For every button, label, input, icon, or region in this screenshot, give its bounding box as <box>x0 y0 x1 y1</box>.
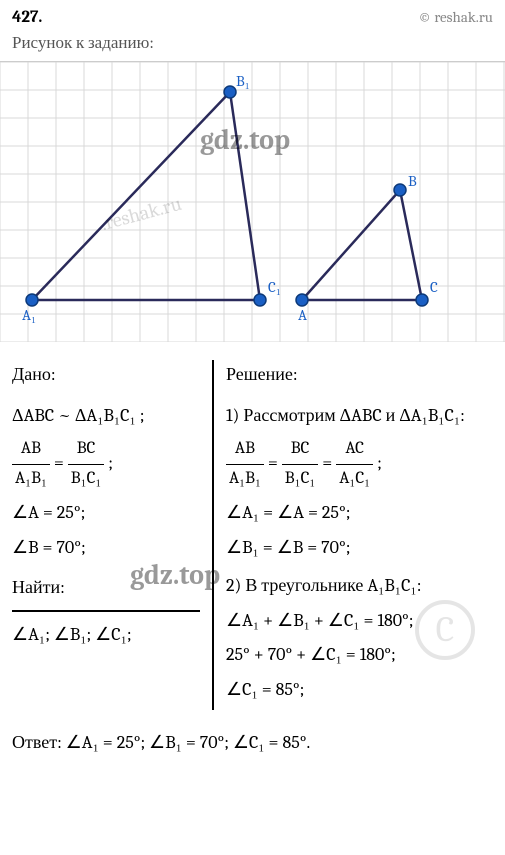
solution-header: Решение: <box>226 360 493 391</box>
given-header: Дано: <box>12 360 200 391</box>
given-line: ∠B = 70°; <box>12 533 200 564</box>
given-line: ∠A = 25°; <box>12 498 200 529</box>
svg-text:A: A <box>298 306 307 324</box>
triangle-diagram: A₁ B₁ C₁ A B C <box>0 62 505 342</box>
svg-text:C₁: C₁ <box>268 278 281 296</box>
subtitle: Рисунок к заданию: <box>0 31 505 62</box>
watermark-circle-c: C <box>415 600 475 660</box>
solution-line: 2) В треугольнике A₁B₁C₁: <box>226 571 493 602</box>
diagram-area: A₁B₁C₁ABC gdz.top .reshak.ru <box>0 62 505 342</box>
svg-text:C: C <box>430 278 438 296</box>
solution-line: ∠B₁ = ∠B = 70°; <box>226 533 493 564</box>
svg-text:B₁: B₁ <box>236 72 250 90</box>
answer-line: Ответ: ∠A₁ = 25°; ∠B₁ = 70°; ∠C₁ = 85°. <box>0 720 505 765</box>
solution-fraction: ABA₁B₁ = BCB₁C₁ = ACA₁C₁ ; <box>226 435 493 494</box>
given-fraction: ABA₁B₁ = BCB₁C₁ ; <box>12 435 200 494</box>
solution-block: Дано: ΔABC ~ ΔA₁B₁C₁ ; ABA₁B₁ = BCB₁C₁ ;… <box>0 342 505 720</box>
solution-line: ∠C₁ = 85°; <box>226 675 493 706</box>
given-column: Дано: ΔABC ~ ΔA₁B₁C₁ ; ABA₁B₁ = BCB₁C₁ ;… <box>12 360 212 710</box>
solution-line: ∠A₁ = ∠A = 25°; <box>226 498 493 529</box>
find-line: ∠A₁; ∠B₁; ∠C₁; <box>12 620 200 651</box>
svg-text:A₁: A₁ <box>22 306 36 324</box>
solution-line: 1) Рассмотрим ΔABC и ΔA₁B₁C₁: <box>226 401 493 432</box>
given-line: ΔABC ~ ΔA₁B₁C₁ ; <box>12 401 200 432</box>
find-header: Найти: <box>12 573 200 612</box>
problem-number: 427. <box>12 8 42 27</box>
copyright: © reshak.ru <box>418 8 493 27</box>
header-row: 427. © reshak.ru <box>0 0 505 31</box>
svg-text:B: B <box>408 172 417 190</box>
